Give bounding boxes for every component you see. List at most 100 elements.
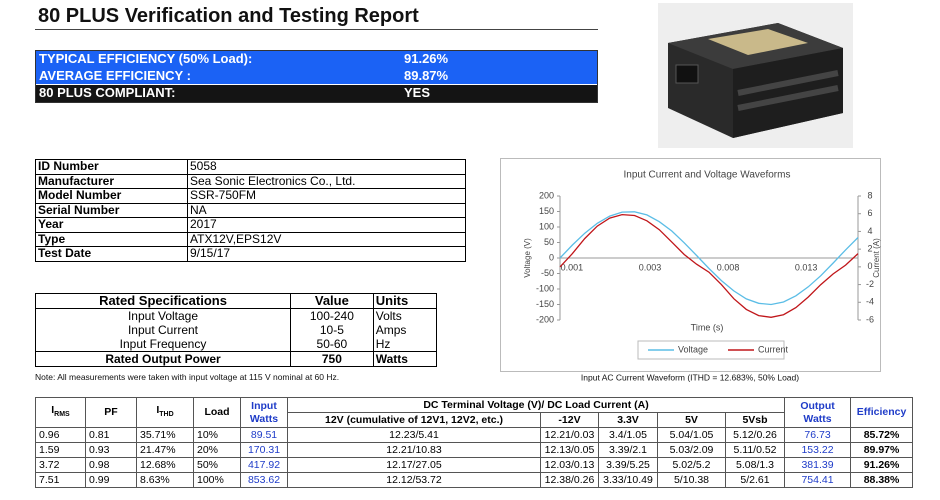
summary-label: 80 PLUS COMPLIANT: — [39, 85, 176, 100]
data-cell: 76.73 — [784, 427, 852, 443]
y2-tick-label: 4 — [867, 226, 872, 236]
data-cell: 0.99 — [85, 472, 137, 488]
rated-header: Units — [372, 293, 438, 309]
column-header: ITHD — [136, 397, 194, 428]
rated-cell: Input Current — [35, 323, 291, 337]
data-cell: 0.81 — [85, 427, 137, 443]
info-label: Manufacturer — [35, 173, 188, 189]
data-cell: 853.62 — [240, 472, 288, 488]
y-tick-label: 0 — [549, 252, 554, 262]
rated-header: Value — [290, 293, 374, 309]
info-row: Year 2017 — [35, 217, 466, 233]
info-value: NA — [187, 202, 466, 218]
column-header: IRMS — [35, 397, 86, 428]
data-cell: 12.68% — [136, 457, 194, 473]
data-cell: 89.51 — [240, 427, 288, 443]
summary-value: 89.87% — [404, 67, 449, 83]
data-cell: 153.22 — [784, 442, 852, 458]
data-cell: 5.08/1.3 — [724, 457, 786, 473]
data-cell: 381.39 — [784, 457, 852, 473]
data-cell: 21.47% — [136, 442, 194, 458]
y2-tick-label: -4 — [866, 297, 874, 307]
data-cell: 12.21/10.83 — [287, 442, 541, 458]
x-tick-label: 0.013 — [795, 262, 818, 272]
chart-title: Input Current and Voltage Waveforms — [624, 170, 791, 181]
report-title: 80 PLUS Verification and Testing Report — [38, 5, 419, 27]
rated-row: Input Voltage 100-240 Volts — [35, 308, 438, 323]
rated-row: Rated Output Power 750 Watts — [35, 351, 438, 367]
column-header: Input Watts — [240, 397, 288, 428]
y-tick-label: 200 — [539, 190, 554, 200]
psu-side — [733, 48, 843, 138]
info-row: Manufacturer Sea Sonic Electronics Co., L… — [35, 173, 466, 189]
summary-label: AVERAGE EFFICIENCY : — [39, 67, 191, 83]
data-cell: 12.21/0.03 — [540, 427, 599, 443]
data-cell: 12.38/0.26 — [540, 472, 599, 488]
waveform-chart: Input Current and Voltage Waveforms Time… — [500, 158, 881, 382]
column-header: Output Watts — [784, 397, 852, 428]
psu-vent — [737, 70, 839, 96]
data-row: 3.72 0.98 12.68% 50% 417.92 12.17/27.05 12.03/… — [35, 457, 914, 473]
data-cell: 100% — [193, 472, 241, 488]
column-header: 3.3V — [598, 412, 658, 428]
rated-cell: Hz — [372, 337, 438, 352]
data-cell: 12.13/0.05 — [540, 442, 599, 458]
info-label: ID Number — [35, 159, 188, 175]
rated-row: Input Frequency 50-60 Hz — [35, 337, 438, 352]
y-tick-label: -200 — [536, 314, 554, 324]
info-value: Sea Sonic Electronics Co., Ltd. — [187, 173, 466, 189]
rated-cell: Input Frequency — [35, 337, 291, 352]
series-line — [559, 211, 859, 306]
summary-box: TYPICAL EFFICIENCY (50% Load): 91.26% AVER… — [35, 50, 598, 103]
data-cell: 20% — [193, 442, 241, 458]
summary-row: 80 PLUS COMPLIANT: YES — [36, 84, 597, 102]
column-header: PF — [85, 397, 137, 428]
legend-box — [637, 340, 785, 360]
data-cell: 3.4/1.05 — [598, 427, 658, 443]
y-tick-label: 150 — [539, 206, 554, 216]
note: Note: All measurements were taken with i… — [35, 372, 340, 382]
rated-cell: 10-5 — [290, 323, 374, 337]
summary-row: TYPICAL EFFICIENCY (50% Load): 91.26% — [36, 51, 597, 68]
y2-axis-label: Current (A) — [872, 238, 881, 278]
title-rule — [35, 29, 598, 30]
data-cell: 5.04/1.05 — [657, 427, 726, 443]
data-cell: 170.31 — [240, 442, 288, 458]
data-cell: 0.98 — [85, 457, 137, 473]
y2-tick-label: 0 — [867, 261, 872, 271]
header-main: I — [51, 403, 55, 416]
data-cell: 8.63% — [136, 472, 194, 488]
psu-socket — [675, 64, 699, 84]
results-table: IRMS PF ITHD Load Input Watts DC Terminal Vol… — [35, 397, 914, 488]
info-label: Year — [35, 217, 188, 233]
rated-table: Rated Specifications Value Units Input Volt… — [35, 293, 438, 367]
data-cell: 0.96 — [35, 427, 86, 443]
rated-cell: 50-60 — [290, 337, 374, 352]
rated-cell: Amps — [372, 323, 438, 337]
info-label: Test Date — [35, 246, 188, 262]
data-cell: 5.02/5.2 — [657, 457, 726, 473]
info-row: ID Number 5058 — [35, 159, 466, 175]
header-main: I — [156, 403, 160, 416]
y-tick-label: 50 — [544, 237, 554, 247]
data-cell: 5.12/0.26 — [724, 427, 786, 443]
x-axis-label: Time (s) — [691, 322, 724, 332]
data-cell: 89.97% — [850, 442, 914, 458]
rated-cell: 100-240 — [290, 308, 374, 323]
x-tick-label: 0.008 — [717, 262, 740, 272]
summary-label: TYPICAL EFFICIENCY (50% Load): — [39, 51, 253, 66]
column-header: Load — [193, 397, 241, 428]
y-tick-label: -150 — [536, 299, 554, 309]
data-cell: 85.72% — [850, 427, 914, 443]
y2-tick-label: 6 — [867, 208, 872, 218]
chart-caption: Input AC Current Waveform (ITHD = 12.683… — [581, 372, 799, 382]
data-cell: 0.93 — [85, 442, 137, 458]
data-cell: 3.72 — [35, 457, 86, 473]
info-label: Serial Number — [35, 202, 188, 218]
y2-tick-label: -2 — [866, 279, 874, 289]
data-cell: 12.23/5.41 — [287, 427, 541, 443]
info-table: ID Number 5058 Manufacturer Sea Sonic Elect… — [35, 159, 466, 262]
column-header: Efficiency — [850, 397, 914, 428]
data-row: 1.59 0.93 21.47% 20% 170.31 12.21/10.83 12.13/… — [35, 442, 914, 458]
